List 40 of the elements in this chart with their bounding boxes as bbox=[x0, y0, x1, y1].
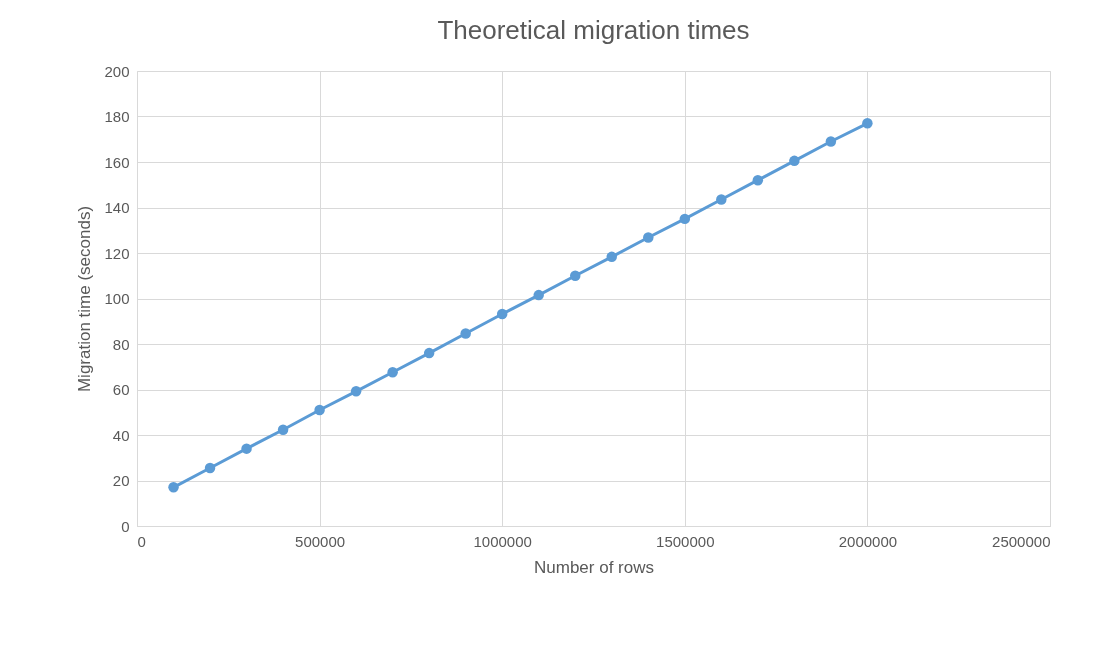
x-axis-title: Number of rows bbox=[534, 557, 654, 577]
y-tick-label: 200 bbox=[104, 62, 130, 80]
point bbox=[168, 482, 179, 493]
point bbox=[606, 251, 617, 263]
point bbox=[716, 194, 727, 205]
chart-title: Theoretical migration times bbox=[437, 15, 750, 45]
y-axis-title: Migration time (seconds) bbox=[75, 205, 95, 393]
x-tick-label: 2000000 bbox=[838, 532, 898, 550]
y-tick-label: 80 bbox=[112, 335, 130, 353]
point bbox=[387, 366, 398, 378]
y-tick-label: 120 bbox=[104, 244, 130, 262]
y-tick-label: 0 bbox=[121, 517, 130, 535]
y-tick-label: 60 bbox=[112, 381, 130, 398]
y-tick-label: 180 bbox=[104, 108, 130, 125]
point bbox=[314, 404, 325, 416]
y-tick-label: 160 bbox=[104, 153, 130, 171]
point bbox=[277, 424, 289, 435]
point bbox=[241, 443, 252, 454]
point bbox=[752, 174, 764, 186]
point bbox=[825, 136, 837, 147]
x-tick-label: 1500000 bbox=[656, 532, 715, 550]
x-tick-label: 0 bbox=[137, 532, 146, 550]
point bbox=[496, 308, 508, 320]
point bbox=[460, 328, 471, 339]
y-tick-label: 140 bbox=[104, 199, 130, 216]
point bbox=[533, 289, 544, 301]
x-tick-label: 500000 bbox=[295, 532, 346, 550]
y-tick-label: 100 bbox=[104, 290, 130, 307]
y-tick-label: 40 bbox=[112, 426, 130, 444]
point bbox=[350, 386, 362, 397]
point bbox=[862, 118, 873, 129]
x-tick-label: 2500000 bbox=[992, 532, 1051, 550]
point bbox=[679, 213, 691, 225]
point bbox=[570, 270, 581, 281]
y-tick-label: 20 bbox=[112, 472, 130, 489]
x-tick-label: 1000000 bbox=[473, 532, 532, 550]
point bbox=[789, 155, 800, 167]
point bbox=[423, 347, 435, 359]
point bbox=[204, 462, 216, 474]
point bbox=[643, 232, 654, 243]
